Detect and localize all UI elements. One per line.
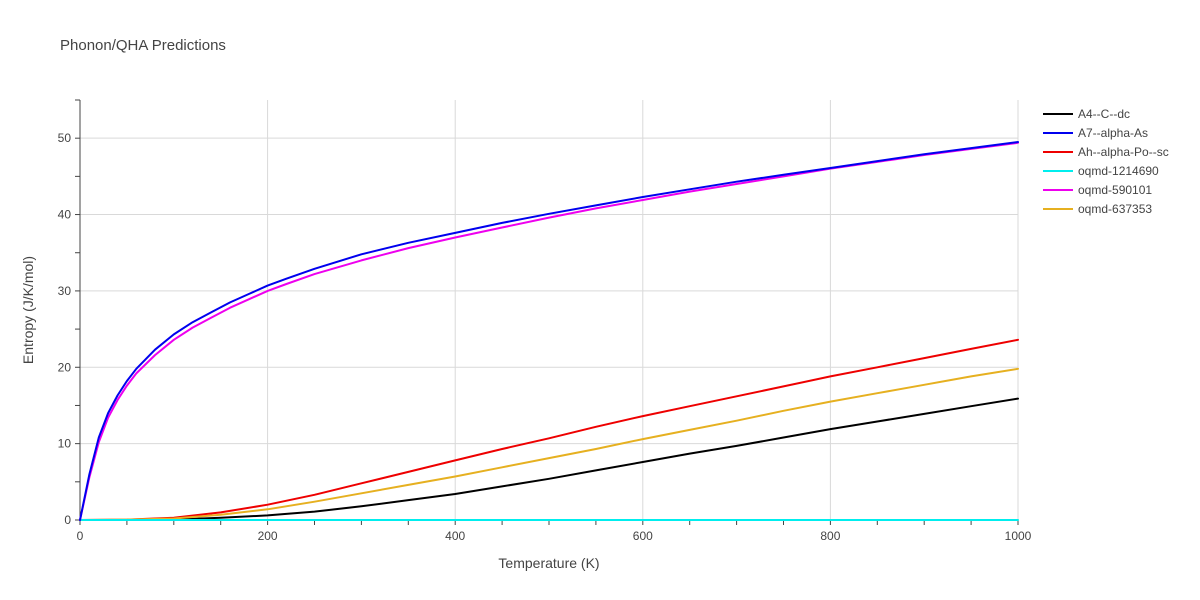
legend-label: A7--alpha-As — [1078, 126, 1148, 140]
legend-item[interactable]: oqmd-637353 — [1043, 202, 1152, 216]
y-axis-label: Entropy (J/K/mol) — [20, 256, 36, 364]
legend-label: Ah--alpha-Po--sc — [1078, 145, 1169, 159]
y-tick-label: 20 — [58, 360, 72, 374]
x-tick-label: 600 — [633, 529, 653, 543]
plot-area[interactable] — [79, 141, 1019, 521]
legend-item[interactable]: Ah--alpha-Po--sc — [1043, 145, 1169, 159]
x-axis-label: Temperature (K) — [498, 555, 599, 571]
series-line-oqmd-590101[interactable] — [79, 141, 1019, 521]
y-tick-label: 40 — [58, 208, 72, 222]
legend-label: oqmd-590101 — [1078, 183, 1152, 197]
legend-item[interactable]: oqmd-1214690 — [1043, 164, 1159, 178]
series-line-oqmd-637353[interactable] — [79, 367, 1019, 521]
x-tick-label: 200 — [258, 529, 278, 543]
y-tick-label: 50 — [58, 131, 72, 145]
legend-item[interactable]: A7--alpha-As — [1043, 126, 1148, 140]
series-line-Ah--alpha-Po--sc[interactable] — [79, 338, 1019, 521]
legend[interactable]: A4--C--dc A7--alpha-As Ah--alpha-Po--sc oqm… — [1043, 107, 1169, 216]
y-tick-label: 10 — [58, 437, 72, 451]
legend-item[interactable]: oqmd-590101 — [1043, 183, 1152, 197]
series-line-A7--alpha-As[interactable] — [79, 141, 1019, 521]
grid — [80, 100, 1019, 520]
legend-label: oqmd-1214690 — [1078, 164, 1159, 178]
y-tick-label: 30 — [58, 284, 72, 298]
legend-label: oqmd-637353 — [1078, 202, 1152, 216]
x-tick-label: 400 — [445, 529, 465, 543]
y-tick-label: 0 — [64, 513, 71, 527]
x-tick-label: 800 — [820, 529, 840, 543]
x-tick-label: 1000 — [1005, 529, 1032, 543]
legend-item[interactable]: A4--C--dc — [1043, 107, 1130, 121]
series-line-A4--C--dc[interactable] — [79, 397, 1019, 521]
x-tick-label: 0 — [77, 529, 84, 543]
chart-title: Phonon/QHA Predictions — [60, 37, 226, 54]
legend-label: A4--C--dc — [1078, 107, 1130, 121]
